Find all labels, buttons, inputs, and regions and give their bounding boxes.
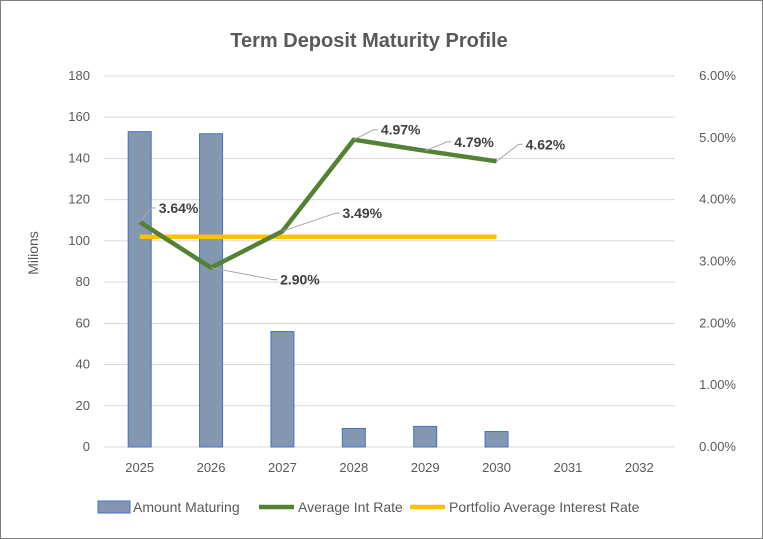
y-tick-label: 60: [76, 315, 90, 330]
bar-amount-maturing: [341, 427, 366, 448]
y-tick-label: 160: [68, 109, 90, 124]
data-label-leader-line: [424, 141, 448, 152]
y2-tick-label: 6.00%: [699, 68, 736, 83]
y-tick-label: 0: [83, 439, 90, 454]
y2-tick-label: 2.00%: [699, 315, 736, 330]
data-label-layer: 3.64% 2.90% 3.49% 4.97% 4.79% 4.62%: [139, 122, 566, 288]
data-label: 4.97%: [381, 122, 421, 138]
data-label-leader-line: [496, 143, 519, 162]
data-label: 2.90%: [280, 272, 320, 288]
data-label: 3.64%: [159, 200, 199, 216]
bar-amount-maturing: [199, 133, 224, 448]
y-tick-label: 40: [76, 357, 90, 372]
y2-tick-label: 0.00%: [699, 439, 736, 454]
y-tick-label: 140: [68, 150, 90, 165]
bar-layer: [127, 131, 509, 448]
x-tick-label: 2028: [339, 460, 368, 475]
legend-item: Average Int Rate: [259, 499, 403, 515]
x-tick-label: 2032: [625, 460, 654, 475]
y-tick-label: 100: [68, 233, 90, 248]
legend-item: Portfolio Average Interest Rate: [410, 499, 640, 515]
legend: Amount Maturing Average Int Rate Portfolio…: [97, 499, 640, 515]
bar-amount-maturing: [484, 431, 509, 448]
x-tick-label: 2026: [197, 460, 226, 475]
legend-swatch: [97, 500, 131, 514]
x-tick-label: 2027: [268, 460, 297, 475]
chart-title: Term Deposit Maturity Profile: [230, 30, 507, 52]
y2-tick-label: 5.00%: [699, 130, 736, 145]
x-tick-label: 2031: [553, 460, 582, 475]
line-layer: [138, 137, 497, 270]
data-label-leader-line: [282, 212, 336, 232]
y-tick-label: 80: [76, 274, 90, 289]
legend-label: Amount Maturing: [133, 499, 240, 515]
x-tick-label: 2025: [125, 460, 154, 475]
legend-label: Portfolio Average Interest Rate: [449, 499, 640, 515]
y-tick-label: 180: [68, 68, 90, 83]
y2-tick-label: 3.00%: [699, 254, 736, 269]
data-label: 3.49%: [342, 205, 382, 221]
y2-tick-label: 1.00%: [699, 377, 736, 392]
data-label-leader-line: [210, 267, 274, 281]
data-label-leader-line: [139, 207, 153, 223]
legend-label: Average Int Rate: [298, 499, 403, 515]
bar-amount-maturing: [127, 131, 152, 448]
y2-tick-label: 4.00%: [699, 192, 736, 207]
y-tick-label: 20: [76, 398, 90, 413]
x-tick-label: 2030: [482, 460, 511, 475]
y-tick-label: 120: [68, 192, 90, 207]
bar-amount-maturing: [270, 331, 295, 448]
series-line-average-int-rate: [138, 137, 497, 270]
data-label: 4.62%: [526, 136, 566, 152]
y-axis-title: Milions: [25, 231, 41, 275]
x-tick-label: 2029: [411, 460, 440, 475]
data-label-leader-line: [353, 129, 375, 141]
axis-layer: 0 20 40 60 80 100 120 140 160 180 0.00% 1.00% 2.00% 3…: [68, 68, 736, 475]
bar-amount-maturing: [413, 425, 438, 448]
data-label: 4.79%: [454, 134, 494, 150]
legend-item: Amount Maturing: [97, 499, 240, 515]
